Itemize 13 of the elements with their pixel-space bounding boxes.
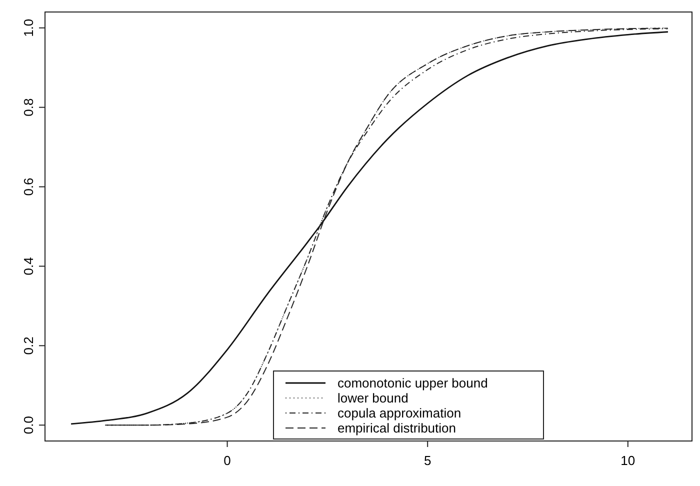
legend-label: empirical distribution [338,420,456,436]
x-tick-label: 0 [224,453,231,468]
legend-label: lower bound [338,390,408,406]
y-tick-label: 0.6 [21,178,36,196]
x-tick-label: 5 [424,453,432,468]
y-tick-label: 0.2 [21,336,36,355]
legend-label: comonotonic upper bound [338,376,488,390]
legend-label: copula approximation [338,406,462,420]
y-tick-label: 0.4 [21,257,36,276]
x-tick-label: 10 [620,453,636,468]
y-tick-label: 0.0 [21,416,36,434]
y-tick-label: 1.0 [21,18,36,37]
y-tick-label: 0.8 [21,98,36,116]
